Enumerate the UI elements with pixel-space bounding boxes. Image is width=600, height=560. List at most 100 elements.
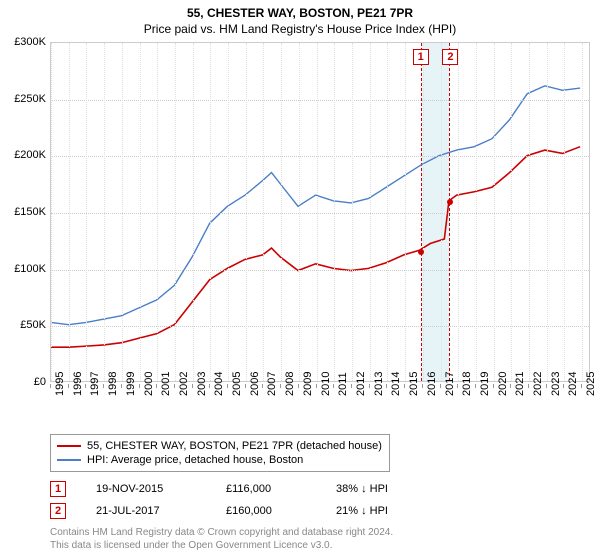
gridline-v: [210, 43, 211, 381]
x-tick-label: 2011: [337, 372, 349, 396]
marker-table-row: 221-JUL-2017£160,00021% ↓ HPI: [50, 500, 570, 522]
gridline-v: [334, 43, 335, 381]
gridline-v: [370, 43, 371, 381]
gridline-v: [511, 43, 512, 381]
gridline-v: [352, 43, 353, 381]
chart-container: 55, CHESTER WAY, BOSTON, PE21 7PR Price …: [0, 0, 600, 560]
gridline-v: [317, 43, 318, 381]
x-tick-label: 2024: [567, 372, 579, 396]
x-tick-mark: [174, 384, 175, 388]
x-tick-label: 2020: [497, 372, 509, 396]
x-tick-label: 2014: [390, 372, 402, 396]
x-tick-mark: [209, 384, 210, 388]
x-tick-label: 2017: [444, 372, 456, 396]
y-tick-label: £0: [34, 376, 46, 388]
marker-date: 21-JUL-2017: [96, 505, 196, 517]
gridline-v: [387, 43, 388, 381]
marker-table-row: 119-NOV-2015£116,00038% ↓ HPI: [50, 478, 570, 500]
legend-row: 55, CHESTER WAY, BOSTON, PE21 7PR (detac…: [57, 439, 383, 453]
y-tick-label: £300K: [14, 36, 46, 48]
y-tick-label: £50K: [20, 319, 46, 331]
x-tick-mark: [422, 384, 423, 388]
gridline-h: [51, 326, 589, 327]
legend-label: HPI: Average price, detached house, Bost…: [87, 454, 303, 466]
gridline-v: [582, 43, 583, 381]
gridline-v: [529, 43, 530, 381]
gridline-v: [423, 43, 424, 381]
x-tick-label: 2004: [213, 372, 225, 396]
gridline-h: [51, 270, 589, 271]
gridline-v: [69, 43, 70, 381]
x-tick-mark: [404, 384, 405, 388]
x-tick-label: 2006: [249, 372, 261, 396]
x-tick-mark: [280, 384, 281, 388]
x-tick-label: 2022: [532, 372, 544, 396]
x-tick-mark: [262, 384, 263, 388]
x-tick-label: 2005: [231, 372, 243, 396]
x-tick-mark: [510, 384, 511, 388]
marker-pct: 38% ↓ HPI: [336, 483, 436, 495]
y-tick-label: £250K: [14, 93, 46, 105]
x-tick-label: 1999: [125, 372, 137, 396]
x-tick-mark: [121, 384, 122, 388]
x-tick-mark: [528, 384, 529, 388]
gridline-v: [157, 43, 158, 381]
gridline-v: [175, 43, 176, 381]
gridline-v: [299, 43, 300, 381]
marker-table-box: 2: [50, 503, 66, 519]
chart-plot-area: 12: [50, 42, 590, 382]
x-tick-mark: [103, 384, 104, 388]
series-line-property: [51, 147, 580, 348]
x-tick-label: 1995: [54, 372, 66, 396]
marker-box-1: 1: [413, 49, 429, 65]
x-tick-label: 2018: [461, 372, 473, 396]
footer-line1: Contains HM Land Registry data © Crown c…: [50, 526, 570, 539]
x-tick-label: 2001: [160, 372, 172, 396]
footer-line2: This data is licensed under the Open Gov…: [50, 539, 570, 552]
x-tick-label: 2012: [355, 372, 367, 396]
marker-price: £116,000: [226, 483, 306, 495]
chart-lines-svg: [51, 43, 589, 381]
footer-attribution: Contains HM Land Registry data © Crown c…: [50, 526, 570, 552]
gridline-h: [51, 156, 589, 157]
y-tick-label: £200K: [14, 149, 46, 161]
chart-subtitle: Price paid vs. HM Land Registry's House …: [0, 20, 600, 36]
x-tick-mark: [192, 384, 193, 388]
x-axis: 1995199619971998199920002001200220032004…: [50, 384, 590, 434]
x-tick-mark: [475, 384, 476, 388]
marker-dot-1: [418, 249, 424, 255]
gridline-v: [476, 43, 477, 381]
marker-date: 19-NOV-2015: [96, 483, 196, 495]
gridline-v: [564, 43, 565, 381]
x-tick-label: 2016: [426, 372, 438, 396]
x-tick-mark: [298, 384, 299, 388]
x-tick-mark: [563, 384, 564, 388]
gridline-v: [405, 43, 406, 381]
x-tick-mark: [50, 384, 51, 388]
x-tick-mark: [581, 384, 582, 388]
marker-pct: 21% ↓ HPI: [336, 505, 436, 517]
gridline-v: [140, 43, 141, 381]
gridline-h: [51, 213, 589, 214]
x-tick-mark: [457, 384, 458, 388]
x-tick-label: 1996: [72, 372, 84, 396]
x-tick-label: 2019: [479, 372, 491, 396]
x-tick-mark: [440, 384, 441, 388]
x-tick-mark: [333, 384, 334, 388]
y-axis: £0£50K£100K£150K£200K£250K£300K: [0, 42, 50, 382]
gridline-v: [547, 43, 548, 381]
x-tick-mark: [351, 384, 352, 388]
x-tick-mark: [493, 384, 494, 388]
x-tick-mark: [156, 384, 157, 388]
x-tick-label: 2010: [320, 372, 332, 396]
x-tick-mark: [245, 384, 246, 388]
x-tick-mark: [386, 384, 387, 388]
x-tick-label: 2013: [373, 372, 385, 396]
y-tick-label: £100K: [14, 263, 46, 275]
x-tick-label: 2023: [550, 372, 562, 396]
x-tick-label: 2009: [302, 372, 314, 396]
x-tick-label: 2007: [266, 372, 278, 396]
x-tick-label: 2015: [408, 372, 420, 396]
x-tick-label: 2021: [514, 372, 526, 396]
gridline-v: [494, 43, 495, 381]
